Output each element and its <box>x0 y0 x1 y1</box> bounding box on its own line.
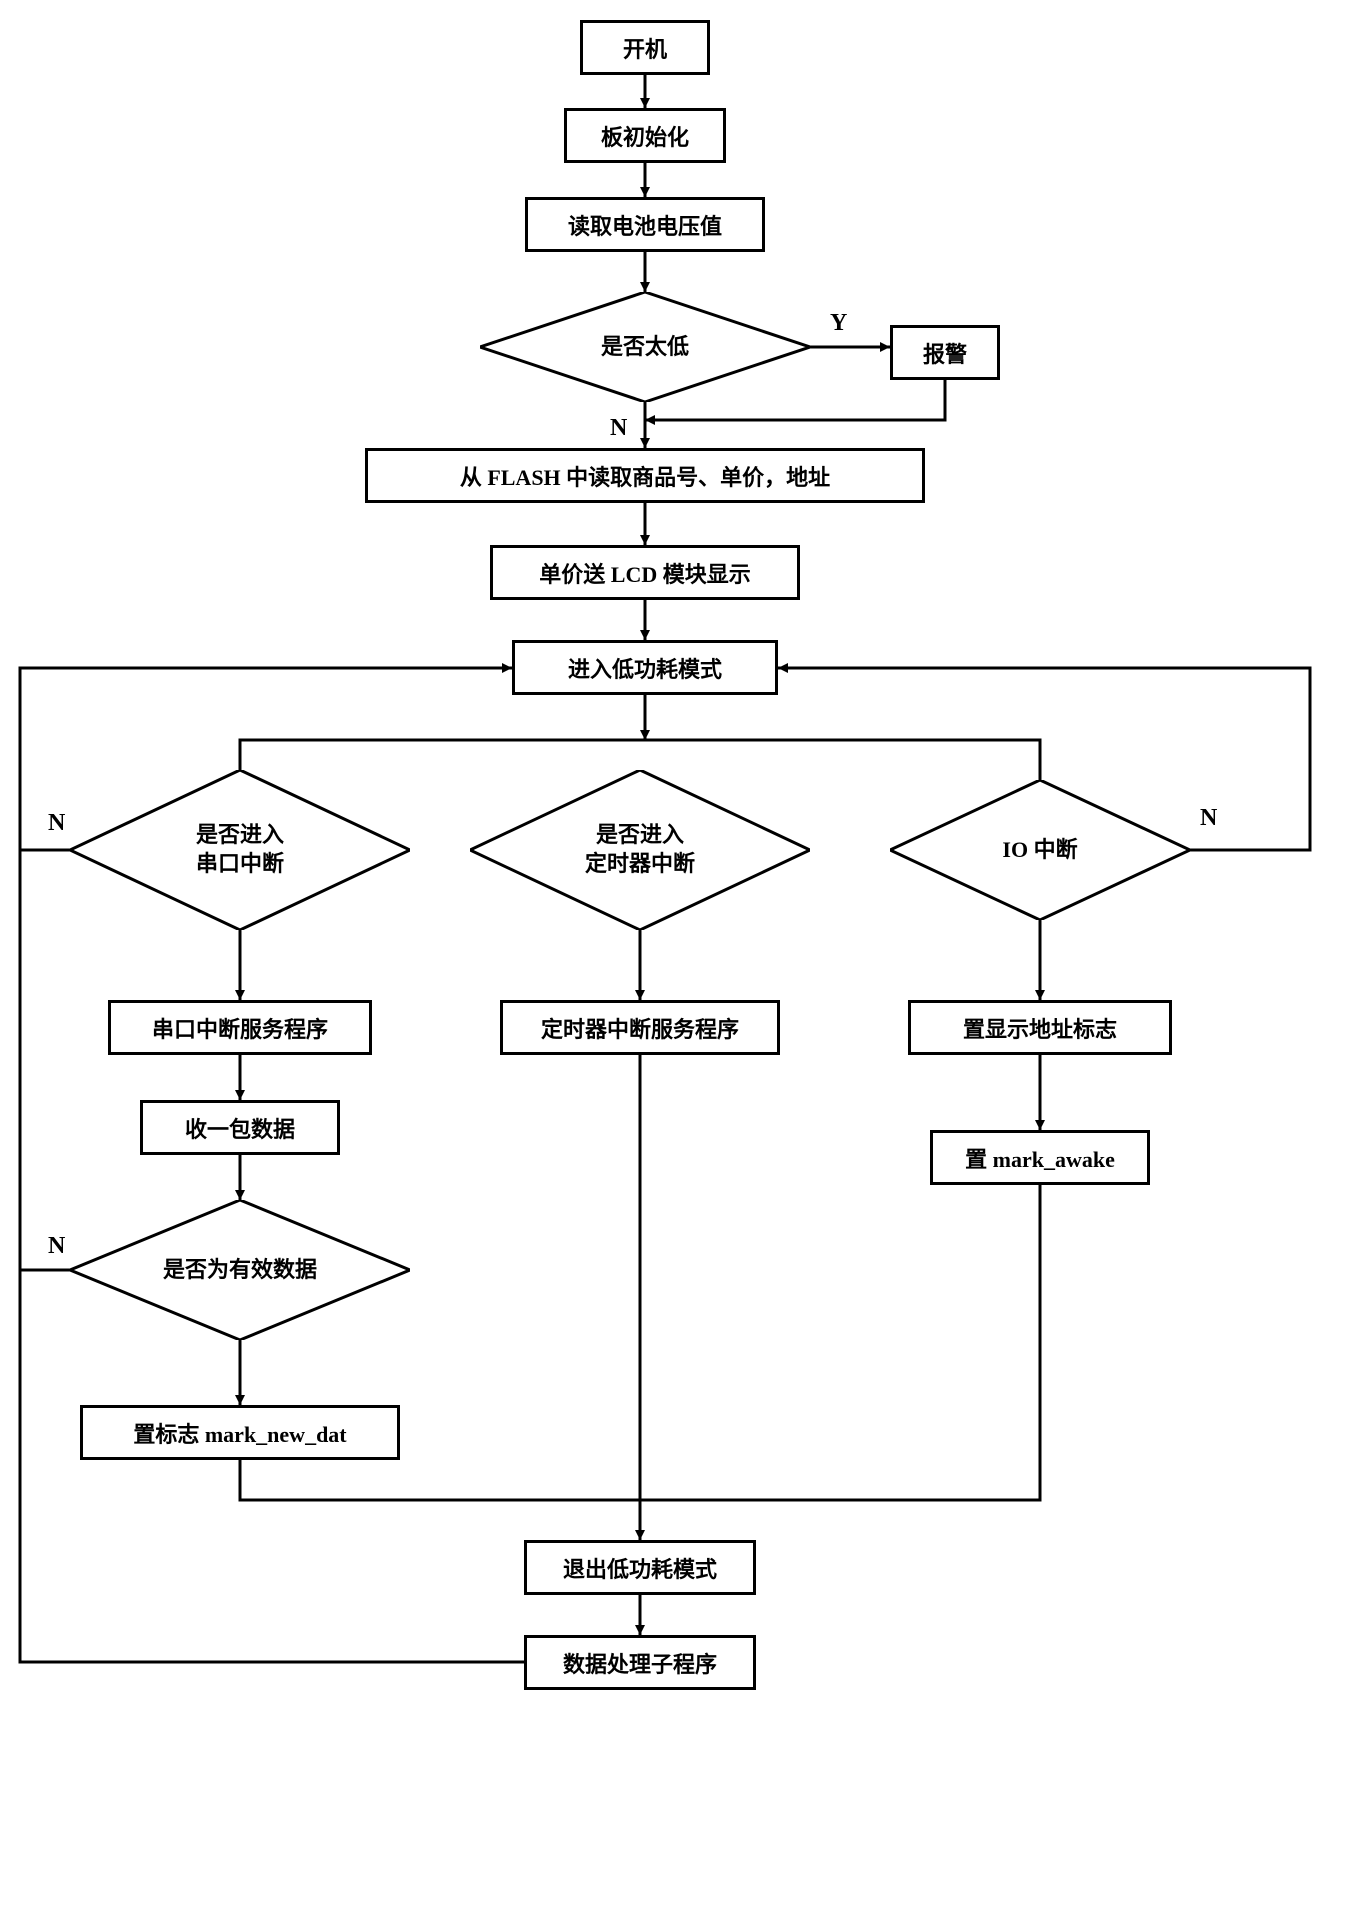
edge-label: N <box>48 810 65 837</box>
decision-label: 是否进入串口中断 <box>196 821 284 878</box>
edge-label: Y <box>830 310 847 337</box>
process-n15: 数据处理子程序 <box>524 1635 756 1690</box>
decision-label: IO 中断 <box>1002 836 1077 865</box>
flowchart-lines <box>0 0 1368 1920</box>
process-n1: 开机 <box>580 20 710 75</box>
decision-d4: IO 中断 <box>890 780 1190 920</box>
process-n10: 置显示地址标志 <box>908 1000 1172 1055</box>
process-n8: 串口中断服务程序 <box>108 1000 372 1055</box>
edge-label: N <box>610 415 627 442</box>
process-n2: 板初始化 <box>564 108 726 163</box>
decision-d3: 是否进入定时器中断 <box>470 770 810 930</box>
edge-label: N <box>48 1233 65 1260</box>
process-n6: 单价送 LCD 模块显示 <box>490 545 800 600</box>
edge-label: N <box>1200 805 1217 832</box>
decision-d2: 是否进入串口中断 <box>70 770 410 930</box>
process-n4: 报警 <box>890 325 1000 380</box>
decision-d5: 是否为有效数据 <box>70 1200 410 1340</box>
process-n12: 置 mark_awake <box>930 1130 1150 1185</box>
process-n14: 退出低功耗模式 <box>524 1540 756 1595</box>
decision-label: 是否为有效数据 <box>163 1256 317 1285</box>
process-n9: 定时器中断服务程序 <box>500 1000 780 1055</box>
process-n3: 读取电池电压值 <box>525 197 765 252</box>
process-n5: 从 FLASH 中读取商品号、单价，地址 <box>365 448 925 503</box>
process-n7: 进入低功耗模式 <box>512 640 778 695</box>
process-n13: 置标志 mark_new_dat <box>80 1405 400 1460</box>
decision-label: 是否进入定时器中断 <box>585 821 695 878</box>
process-n11: 收一包数据 <box>140 1100 340 1155</box>
decision-d1: 是否太低 <box>480 292 810 402</box>
decision-label: 是否太低 <box>601 333 689 362</box>
